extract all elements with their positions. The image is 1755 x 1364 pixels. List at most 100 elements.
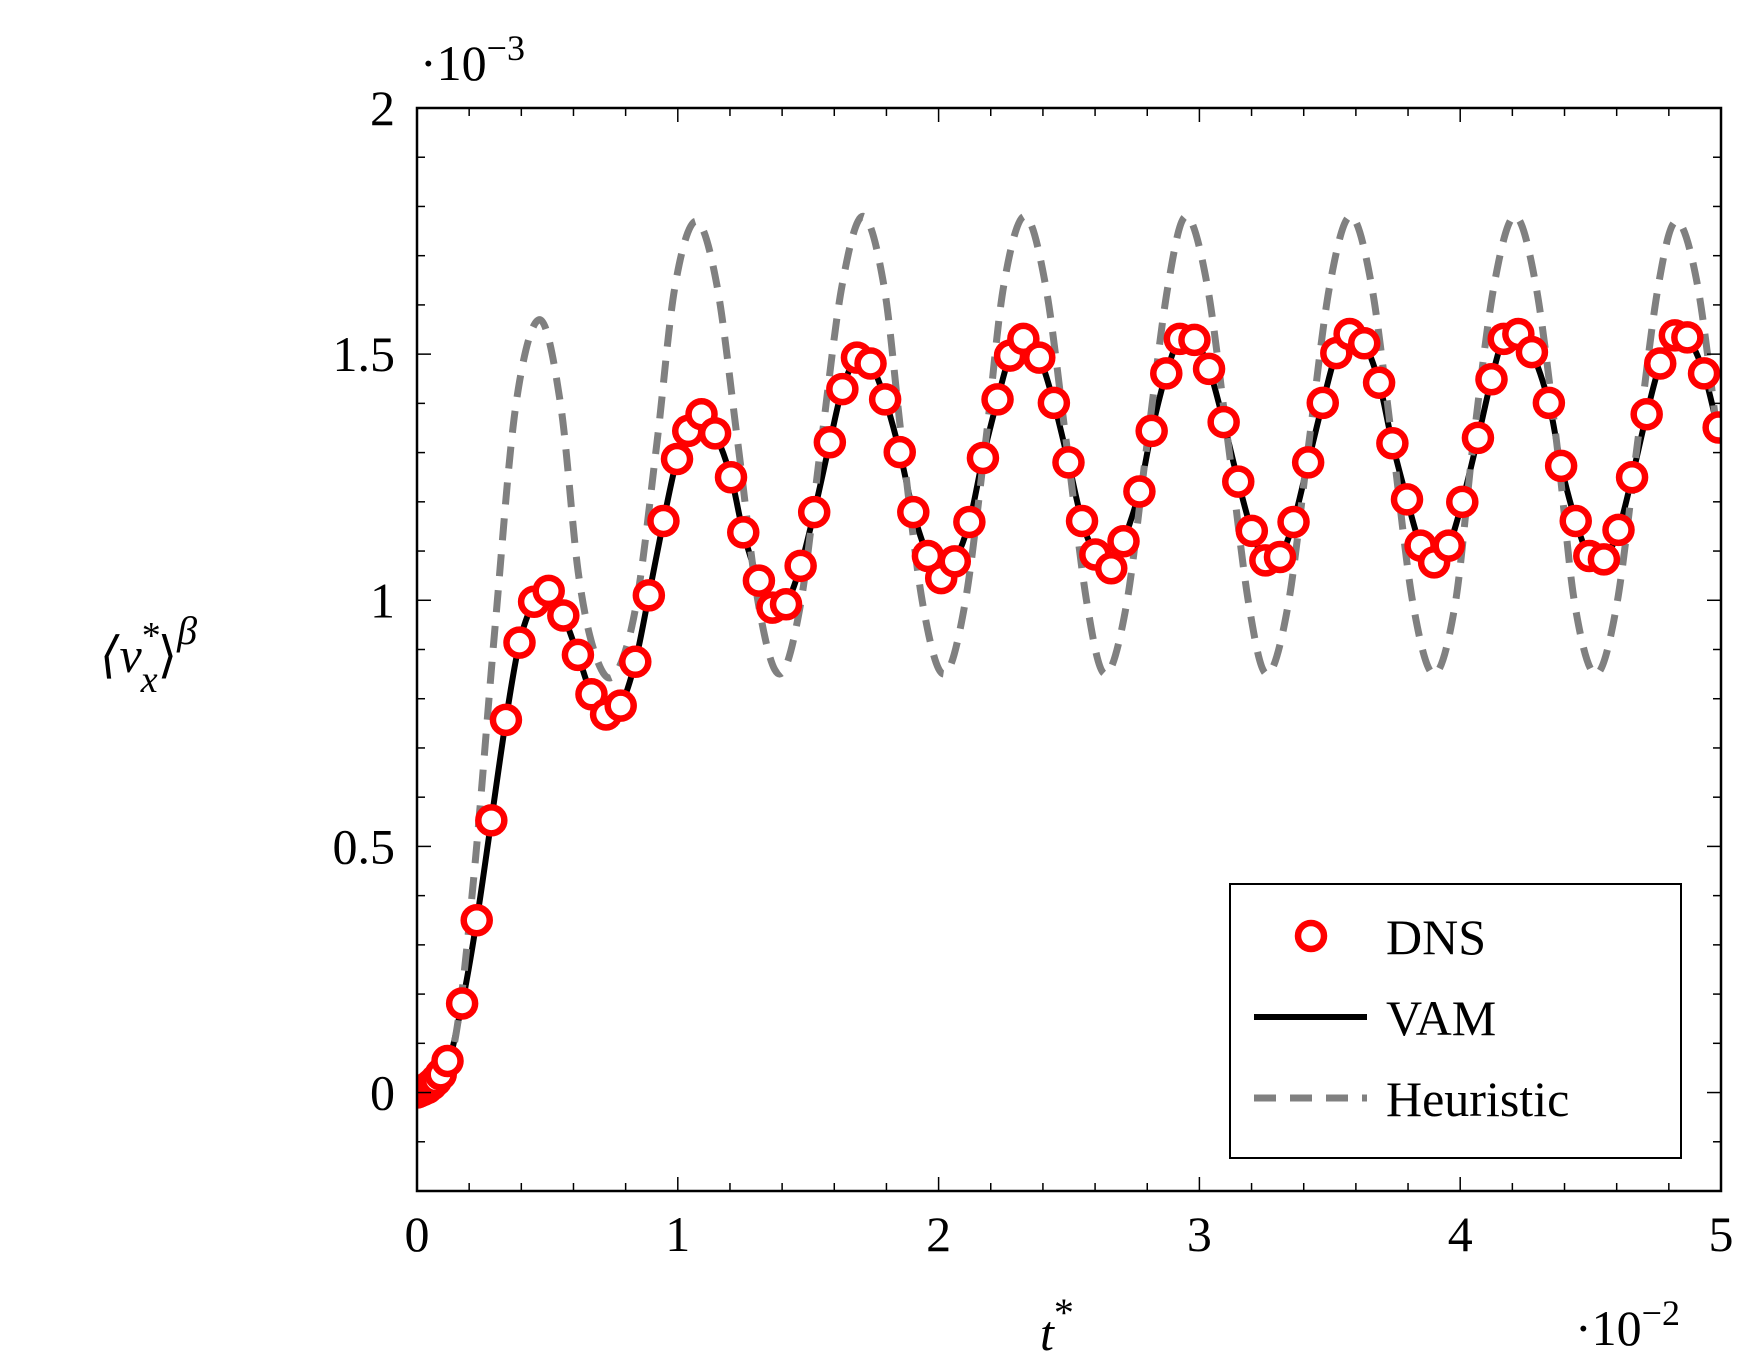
y-label-open: ⟨v [100, 627, 143, 683]
dns-marker [813, 426, 847, 459]
dns-marker [1107, 524, 1140, 558]
dns-marker [854, 347, 887, 380]
dns-marker [460, 904, 493, 937]
x-tick-label: 2 [926, 1206, 951, 1262]
x-tick-label: 0 [405, 1206, 430, 1262]
legend-label: DNS [1386, 909, 1486, 965]
dns-marker [489, 703, 523, 737]
dns-marker [547, 599, 580, 632]
y-tick-label: 1.5 [333, 326, 396, 382]
dns-marker [647, 504, 680, 538]
y-tick-label: 2 [370, 80, 395, 136]
x-tick-label: 4 [1448, 1206, 1473, 1262]
y-tick-label: 0 [370, 1065, 395, 1121]
y-tick-label: 0.5 [333, 818, 396, 874]
dns-marker [897, 495, 930, 529]
plot-area [417, 212, 1721, 1109]
x-label-base: t [1040, 1305, 1055, 1361]
dns-marker [784, 549, 817, 583]
x-multiplier-base: ·10 [1575, 1300, 1642, 1356]
dns-marker [1222, 465, 1255, 498]
dns-marker [1347, 327, 1381, 360]
dns-marker [1052, 446, 1085, 479]
x-label-sup: * [1054, 1290, 1074, 1335]
dns-marker [1390, 483, 1424, 516]
dns-marker [1150, 357, 1183, 390]
dns-marker [868, 383, 902, 416]
dns-marker [1178, 323, 1211, 357]
dns-marker [1544, 449, 1578, 483]
y-multiplier-exponent: −3 [487, 28, 525, 68]
dns-marker [883, 435, 916, 469]
dns-marker [953, 505, 986, 539]
x-tick-label: 3 [1187, 1206, 1212, 1262]
dns-marker [1263, 540, 1297, 574]
y-axis-label: ⟨v* x⟩β [100, 608, 197, 701]
dns-marker [966, 441, 1000, 475]
dns-marker [503, 626, 536, 659]
y-label-close: ⟩ [158, 627, 178, 683]
dns-marker [1037, 386, 1071, 420]
dns-marker [769, 587, 803, 621]
dns-marker [1432, 529, 1465, 562]
dns-marker [1687, 357, 1721, 390]
dns-marker [1446, 485, 1479, 519]
dns-marker [431, 1044, 464, 1078]
dns-marker [727, 516, 760, 549]
dns-marker [1475, 362, 1508, 396]
dns-marker [1094, 552, 1128, 585]
legend-label: Heuristic [1386, 1071, 1569, 1127]
y-multiplier-base: ·10 [420, 35, 487, 91]
dns-marker [1602, 513, 1635, 547]
dns-marker [1277, 505, 1310, 539]
x-axis-label: t* [1040, 1290, 1074, 1361]
dns-marker [475, 804, 508, 837]
dns-marker [1702, 411, 1721, 444]
x-tick-label: 5 [1709, 1206, 1734, 1262]
legend: DNS VAM Heuristic [1229, 883, 1682, 1159]
dns-marker [1306, 386, 1340, 420]
dns-marker [1207, 405, 1240, 439]
dns-marker [604, 689, 637, 722]
dns-marker [826, 372, 859, 406]
dns-marker [1559, 504, 1592, 538]
dns-marker [698, 417, 732, 450]
dns-marker [981, 383, 1014, 416]
dns-marker [742, 564, 776, 597]
dns-marker [445, 987, 479, 1020]
dns-marker [532, 574, 565, 608]
y-tick-label: 1 [370, 572, 395, 628]
dns-marker [561, 638, 595, 672]
series-line [417, 212, 1721, 1097]
dns-marker [1630, 397, 1663, 431]
dns-marker [1376, 426, 1409, 460]
dns-marker [1065, 504, 1099, 538]
x-multiplier: ·10−2 [1575, 1293, 1680, 1356]
x-tick-label: 1 [665, 1206, 690, 1262]
x-multiplier-exponent: −2 [1642, 1293, 1680, 1333]
legend-marker [1294, 919, 1328, 953]
legend-label: VAM [1386, 990, 1496, 1046]
dns-marker [1135, 414, 1168, 448]
dns-marker [660, 442, 694, 476]
y-multiplier: ·10−3 [420, 28, 525, 91]
dns-marker [1291, 446, 1325, 479]
y-label-outer-sup: β [176, 608, 197, 653]
dns-marker [714, 460, 748, 494]
dns-marker [1235, 514, 1269, 548]
dns-marker [619, 645, 652, 679]
dns-marker [1515, 335, 1549, 369]
dns-marker [1461, 421, 1495, 455]
dns-marker [1587, 543, 1621, 576]
dns-marker [1643, 347, 1677, 380]
y-label-sup: * [142, 615, 161, 657]
dns-marker [1615, 460, 1649, 494]
dns-marker [1671, 321, 1704, 354]
y-label-sub: x [140, 659, 158, 701]
dns-marker [938, 545, 972, 578]
ticks: 0 1 2 3 4 5 0 0.5 1 1.5 2 [333, 80, 1734, 1262]
dns-marker [632, 579, 666, 612]
dns-marker [1123, 475, 1156, 508]
